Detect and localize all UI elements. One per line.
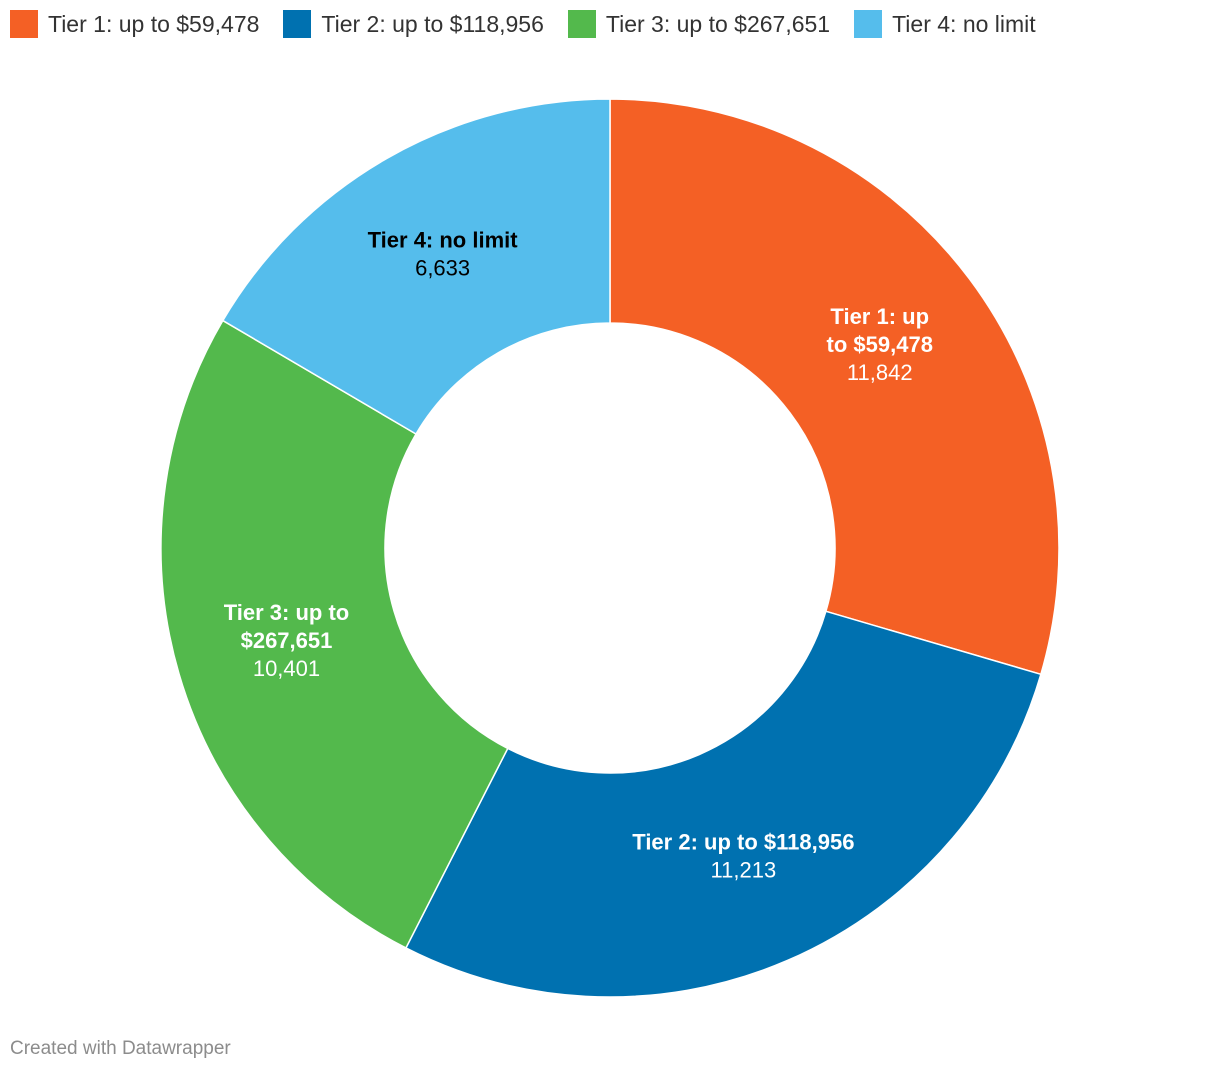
donut-slice-tier-2	[404, 610, 1042, 998]
slice-value-tier-2: 11,213	[711, 857, 777, 882]
slice-name-line-tier-3: $267,651	[241, 628, 333, 653]
slice-name-line-tier-1: to $59,478	[827, 332, 933, 357]
legend-swatch-tier-2	[283, 10, 312, 38]
slice-value-tier-4: 6,633	[415, 255, 470, 280]
slice-label-tier-3: Tier 3: up to $267,651 10,401	[224, 600, 350, 681]
legend-label-tier-2: Tier 2: up to $118,956	[321, 10, 544, 37]
legend-swatch-tier-3	[567, 10, 596, 38]
slice-value-tier-3: 10,401	[253, 656, 320, 681]
slice-name-line-tier-4: Tier 4: no limit	[368, 227, 519, 252]
slice-label-tier-4: Tier 4: no limit 6,633	[368, 227, 519, 280]
donut-slice-tier-4	[221, 98, 611, 436]
datawrapper-credit: Created with Datawrapper	[10, 1038, 231, 1059]
legend-item-tier-3: Tier 3: up to $267,651	[567, 10, 831, 38]
donut-slice-tier-1	[609, 98, 1060, 676]
legend-item-tier-4: Tier 4: no limit	[854, 10, 1036, 38]
legend-label-tier-4: Tier 4: no limit	[892, 10, 1036, 37]
legend-swatch-tier-1	[10, 10, 38, 38]
legend-item-tier-2: Tier 2: up to $118,956	[283, 10, 544, 38]
slice-name-line-tier-2: Tier 2: up to $118,956	[632, 829, 854, 854]
slice-label-tier-1: Tier 1: up to $59,478 11,842	[827, 304, 933, 385]
chart-legend: Tier 1: up to $59,478 Tier 2: up to $118…	[10, 8, 1060, 40]
slice-label-tier-2: Tier 2: up to $118,956 11,213	[632, 829, 854, 882]
slice-name-line-tier-3: Tier 3: up to	[224, 600, 350, 625]
legend-swatch-tier-4	[854, 10, 883, 38]
legend-label-tier-1: Tier 1: up to $59,478	[48, 10, 260, 37]
donut-slice-tier-3	[160, 319, 509, 949]
legend-item-tier-1: Tier 1: up to $59,478	[10, 10, 259, 38]
slice-name-line-tier-1: Tier 1: up	[830, 304, 929, 329]
legend-label-tier-3: Tier 3: up to $267,651	[605, 10, 831, 37]
slice-value-tier-1: 11,842	[847, 360, 913, 385]
